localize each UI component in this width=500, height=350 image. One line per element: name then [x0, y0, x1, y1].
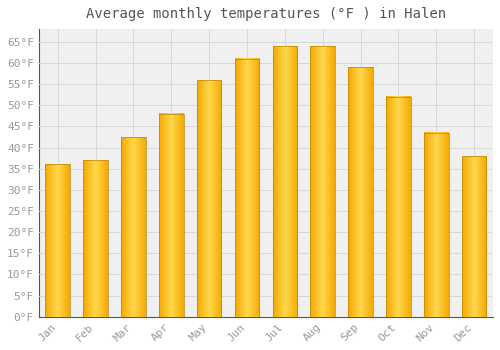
Bar — [84, 160, 108, 317]
Bar — [348, 67, 373, 317]
Bar — [272, 46, 297, 317]
Bar — [46, 164, 70, 317]
Bar — [159, 114, 184, 317]
Title: Average monthly temperatures (°F ) in Halen: Average monthly temperatures (°F ) in Ha… — [86, 7, 446, 21]
Bar — [310, 46, 335, 317]
Bar — [197, 80, 222, 317]
Bar — [424, 133, 448, 317]
Bar — [386, 97, 410, 317]
Bar — [462, 156, 486, 317]
Bar — [234, 59, 260, 317]
Bar — [121, 137, 146, 317]
